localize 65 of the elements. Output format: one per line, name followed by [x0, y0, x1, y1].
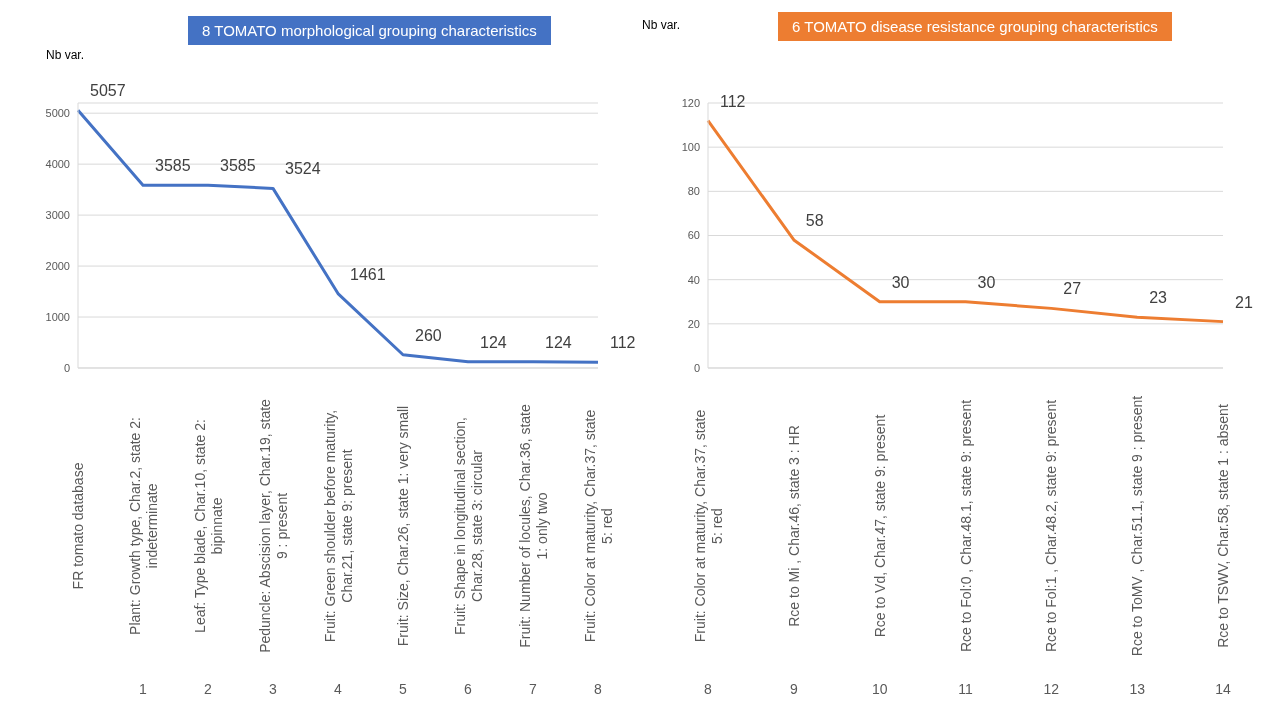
text: 1	[139, 681, 148, 697]
x-tick-label: Plant: Growth type, Char.2, state 2: indeterminate	[126, 417, 160, 635]
text: 8	[594, 681, 603, 697]
text: 6	[464, 681, 473, 697]
data-label: 58	[805, 211, 824, 229]
text: 11	[958, 681, 973, 697]
data-label: 30	[977, 273, 996, 291]
y-tick-label: 40	[687, 273, 700, 286]
data-label: 3524	[285, 160, 321, 178]
data-label: 112	[720, 92, 746, 110]
y-tick-label: 120	[681, 96, 700, 109]
x-tick-label: Rce to Mi , Char.46, state 3 : HR	[785, 425, 802, 627]
y-tick-label: 2000	[45, 259, 70, 272]
line-series	[706, 119, 1225, 324]
text: 5	[399, 681, 408, 697]
y-tick-label: 20	[687, 317, 700, 330]
x-tick-label: Fruit: Shape in longitudinal section, Char.28, state 3: circular	[451, 417, 485, 635]
y-tick-label: 60	[687, 229, 700, 242]
data-label: 3585	[220, 157, 256, 175]
y-axis-title: Nb var.	[46, 48, 85, 62]
line-series	[76, 108, 600, 364]
text: 3	[269, 681, 278, 697]
x-tick-label: Rce to TSWV, Char.58, state 1 : absent	[1215, 404, 1231, 648]
x-tick-label: Fruit: Number of locules, Char.36, state 1: only two	[516, 404, 550, 648]
data-label: 5057	[90, 82, 126, 100]
data-label: 27	[1063, 280, 1082, 298]
x-tick-label: Fruit: Size, Char.26, state 1: very small	[395, 405, 411, 647]
y-tick-label: 0	[63, 361, 70, 374]
y-tick-label: 80	[687, 185, 700, 198]
y-tick-label: 1000	[45, 310, 70, 323]
data-label: 23	[1149, 289, 1168, 307]
x-tick-label: Rce to ToMV , Char.51.1, state 9 : present	[1129, 395, 1146, 657]
y-tick-label: 0	[693, 361, 700, 374]
y-axis-title: Nb var.	[642, 18, 681, 32]
data-label: 1461	[350, 265, 386, 283]
text: 13	[1129, 681, 1146, 697]
text: 4	[334, 681, 343, 697]
text: 8	[704, 681, 713, 697]
x-tick-label: Leaf: Type blade, Char.10, state 2: bipinnate	[191, 419, 225, 633]
text: 7	[529, 681, 538, 697]
data-label: 124	[545, 333, 572, 351]
y-tick-label: 5000	[45, 107, 70, 120]
text: 12	[1043, 681, 1060, 697]
data-label: 30	[891, 273, 910, 291]
y-tick-label: 3000	[45, 209, 70, 222]
x-tick-label: FR tomato database	[70, 462, 86, 590]
data-label: 3585	[155, 157, 191, 175]
data-label: 112	[610, 334, 636, 352]
x-tick-label: Fruit: Color at maturity, Char.37, state 5: red	[691, 409, 725, 643]
text: 10	[871, 681, 888, 697]
data-label: 124	[480, 333, 507, 351]
text: 14	[1215, 681, 1231, 697]
x-tick-label: Peduncle: Abscision layer, Char.19, state 9 : present	[256, 398, 290, 653]
x-tick-label: Rce to Fol:1 , Char.48.2, state 9: present	[1043, 399, 1060, 653]
data-label: 260	[415, 326, 442, 344]
x-tick-label: Fruit: Color at maturity, Char.37, state 5: red	[581, 409, 615, 643]
text: 2	[204, 681, 213, 697]
x-tick-label: Rce to Vd, Char.47, state 9: present	[871, 414, 888, 638]
y-tick-label: 4000	[45, 158, 70, 171]
chart-title: 8 TOMATO morphological grouping characteristics	[188, 16, 551, 45]
y-tick-label: 100	[681, 141, 700, 154]
data-label: 21	[1235, 293, 1253, 311]
text: 9	[789, 681, 798, 697]
chart-title: 6 TOMATO disease resistance grouping characteristics	[778, 12, 1172, 41]
x-tick-label: Rce to Fol:0 , Char.48.1, state 9: present	[957, 399, 974, 653]
